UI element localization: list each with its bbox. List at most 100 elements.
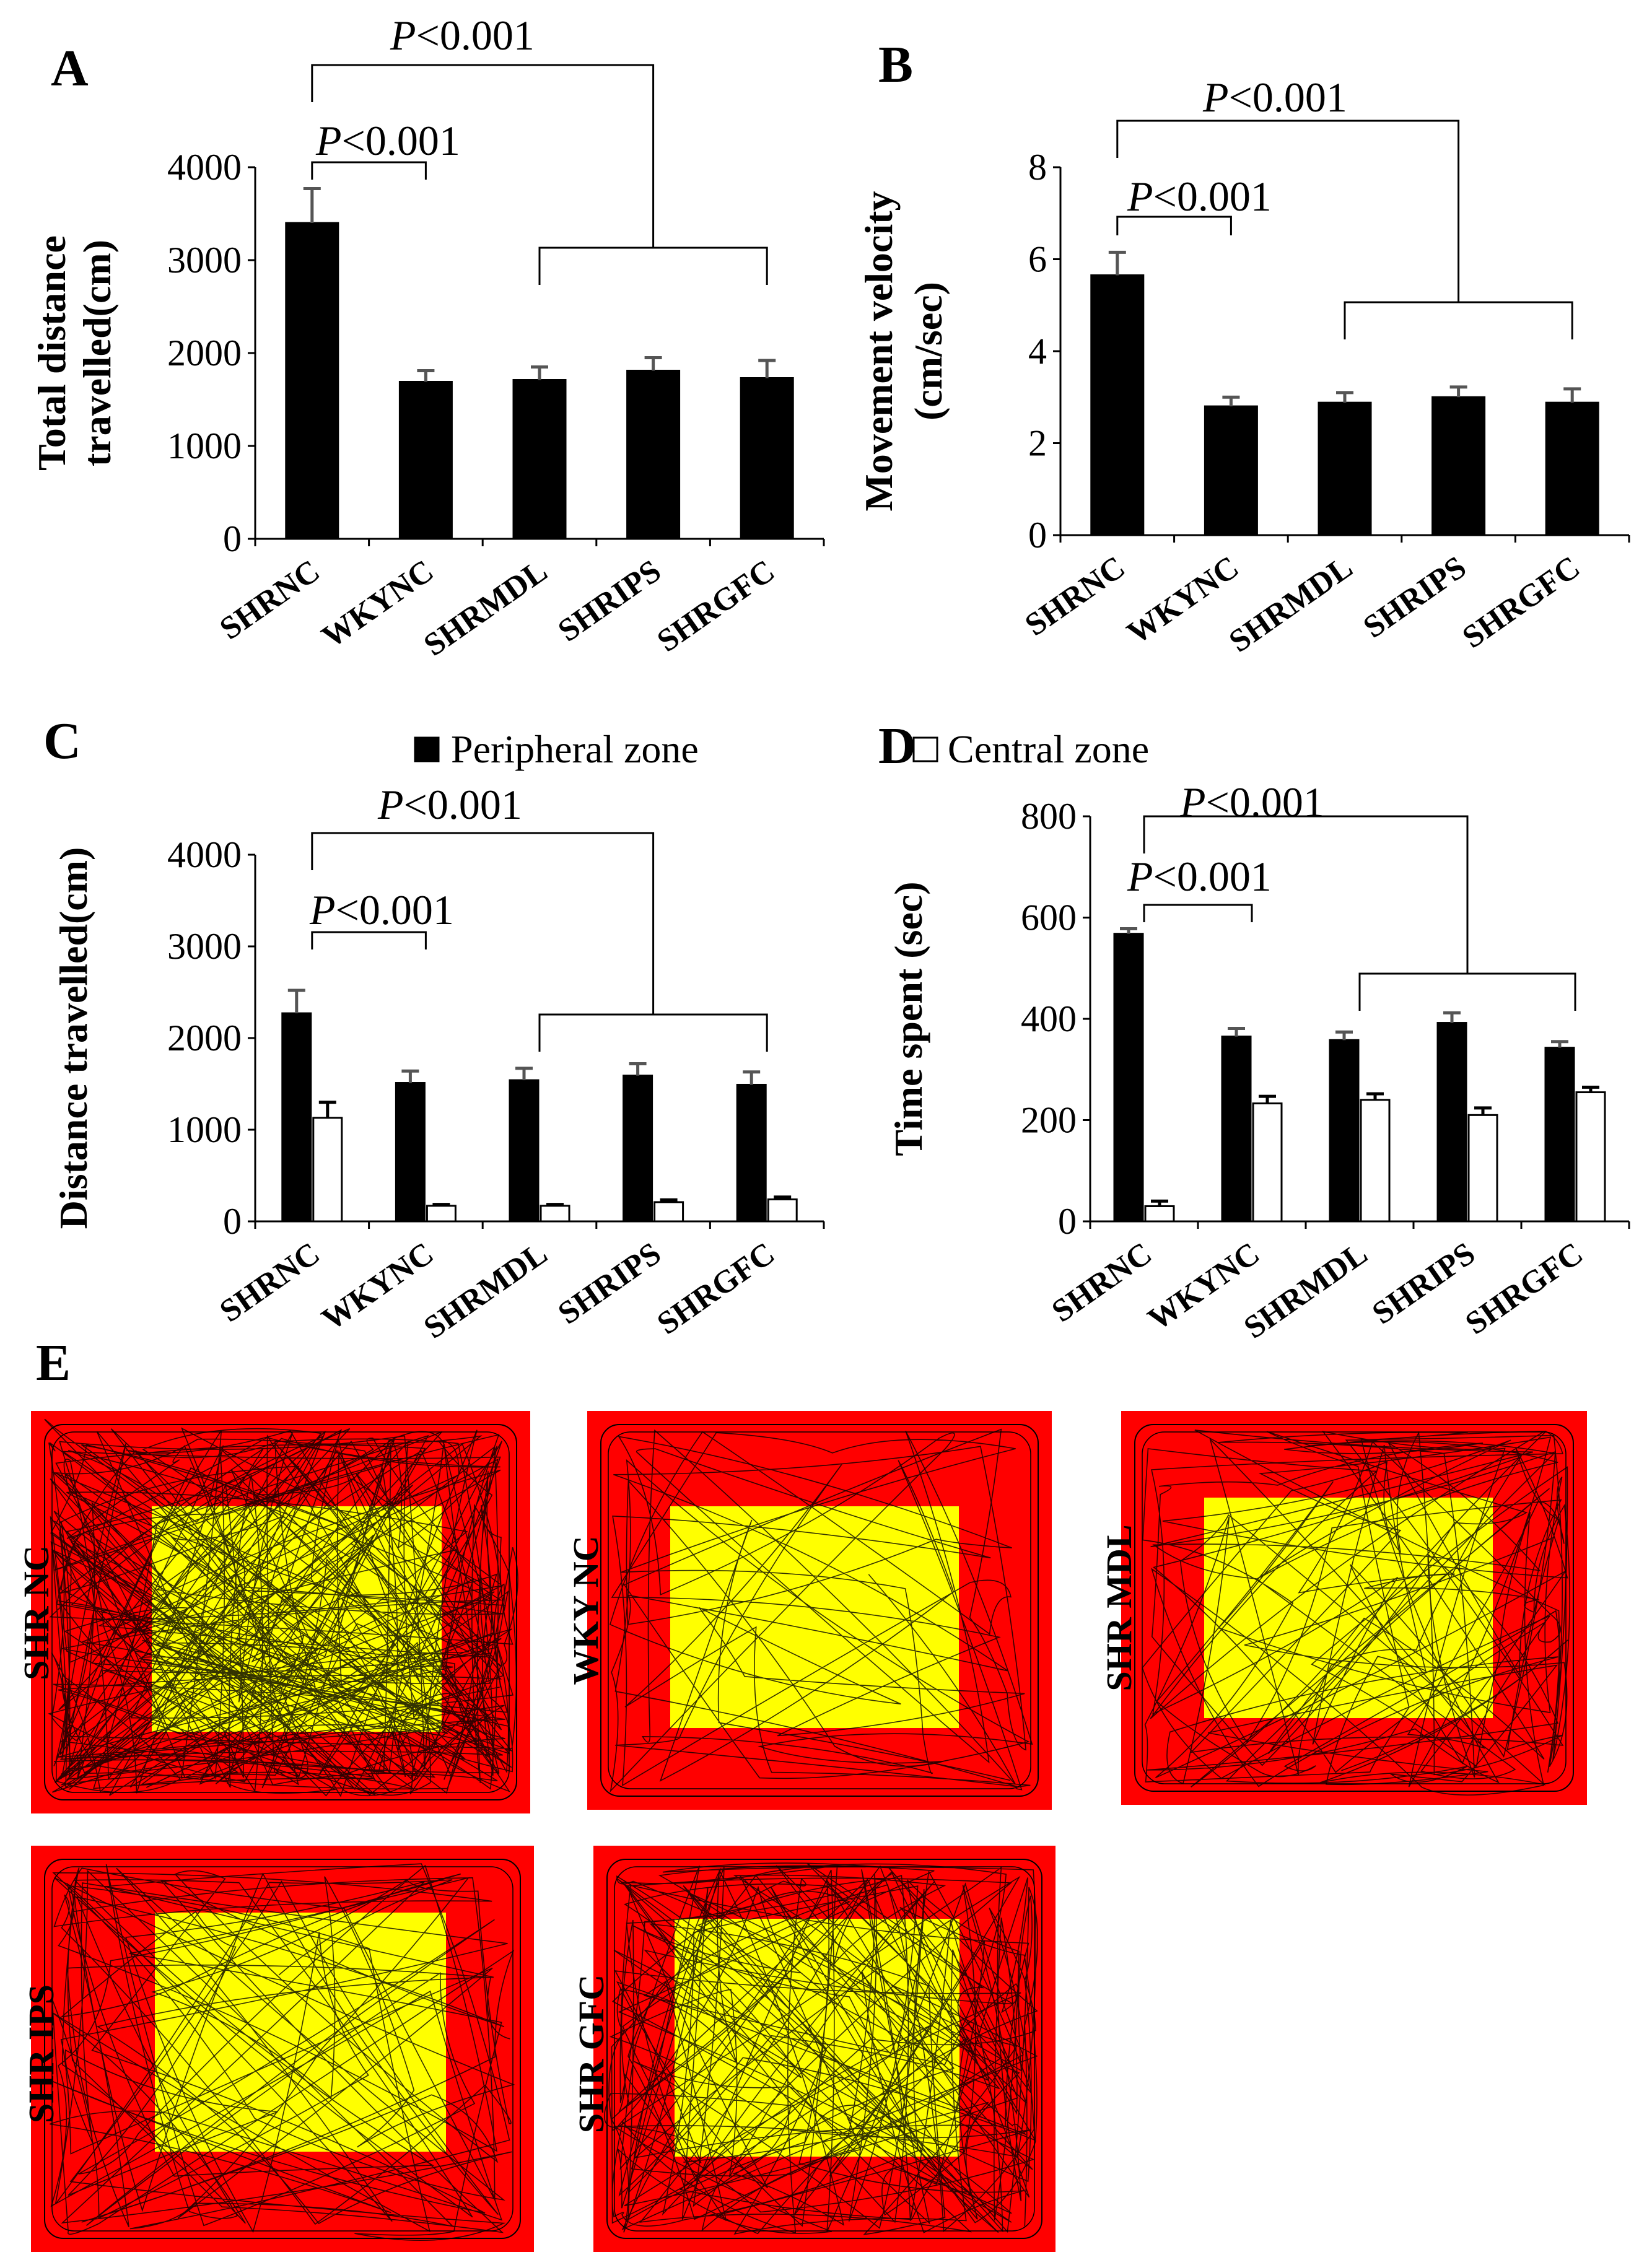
arena-border	[1142, 1431, 1567, 1784]
panel-label-c: C	[43, 712, 81, 770]
y-tick-label: 8	[1028, 147, 1047, 188]
significance-group-bracket	[1344, 301, 1573, 339]
track-group-label: SHR NC	[16, 1545, 56, 1680]
bar	[281, 1012, 312, 1223]
significance-label: P<0.001	[377, 781, 522, 828]
panel-label-a: A	[51, 40, 89, 97]
bar	[1113, 933, 1144, 1223]
significance-label: P<0.001	[1179, 779, 1324, 826]
y-tick-label: 0	[1058, 1201, 1077, 1242]
bar	[653, 1201, 684, 1223]
bar	[1221, 1036, 1252, 1223]
bar	[398, 381, 453, 540]
panel-label-d: D	[878, 717, 916, 775]
y-axis-title: (cm/sec)	[906, 282, 950, 421]
y-tick-label: 3000	[167, 926, 242, 967]
y-tick-label: 4000	[167, 147, 242, 188]
y-axis-title: Distance travelled(cm)	[51, 847, 95, 1229]
bar	[512, 379, 567, 540]
arena-border	[608, 1431, 1031, 1789]
bar	[1329, 1039, 1360, 1223]
significance-group-bracket	[538, 1013, 768, 1052]
bar	[426, 1205, 457, 1223]
y-tick-label: 4	[1028, 331, 1047, 372]
bar	[1360, 1099, 1391, 1223]
significance-label: P<0.001	[309, 886, 454, 933]
legend-label: Peripheral zone	[451, 727, 699, 771]
y-tick-label: 1000	[167, 426, 242, 466]
bar	[740, 377, 794, 540]
track-group-label: SHR GFC	[571, 1975, 611, 2133]
movement-track	[609, 1428, 1033, 1792]
y-tick-label: 600	[1021, 897, 1077, 938]
y-tick-label: 200	[1021, 1100, 1077, 1141]
legend-marker	[414, 736, 440, 762]
track-group-label: SHR IPS	[21, 1984, 61, 2123]
y-tick-label: 2000	[167, 1018, 242, 1058]
y-axis-title: Total distance	[30, 235, 74, 471]
bar	[395, 1082, 426, 1223]
bar	[1436, 1022, 1467, 1223]
significance-group-bracket	[538, 247, 768, 285]
legend-label: Central zone	[948, 727, 1149, 771]
movement-track	[49, 1863, 515, 2241]
bar	[767, 1198, 798, 1223]
bar	[540, 1205, 570, 1223]
significance-label: P<0.001	[390, 12, 535, 59]
significance-bracket	[1116, 216, 1232, 235]
y-tick-label: 2000	[167, 333, 242, 373]
significance-bracket	[1143, 904, 1253, 922]
movement-track	[603, 1862, 1038, 2235]
bar	[623, 1075, 653, 1223]
significance-label: P<0.001	[1127, 853, 1272, 900]
y-tick-label: 2	[1028, 423, 1047, 464]
bar	[1575, 1091, 1606, 1223]
track-group-label: WKY NC	[566, 1535, 606, 1685]
track-group-label: SHR MDL	[1099, 1524, 1139, 1691]
movement-track	[44, 1418, 518, 1797]
significance-group-bracket	[1358, 972, 1576, 1011]
y-axis-title: Time spent (sec)	[886, 881, 930, 1156]
y-axis-title: travelled(cm)	[75, 240, 119, 466]
arena-border	[606, 1859, 1042, 2239]
arena-border	[1134, 1424, 1574, 1792]
y-tick-label: 6	[1028, 239, 1047, 280]
panel-label-b: B	[878, 36, 913, 94]
panel-label-e: E	[36, 1334, 71, 1392]
significance-bracket	[311, 931, 427, 949]
y-tick-label: 0	[223, 1201, 242, 1242]
arena-border	[44, 1859, 521, 2239]
significance-bracket	[311, 832, 655, 1015]
y-tick-label: 4000	[167, 834, 242, 875]
arena-border	[44, 1424, 517, 1800]
bar	[1544, 1047, 1575, 1223]
significance-label: P<0.001	[1127, 173, 1272, 220]
bar	[312, 1117, 343, 1223]
significance-bracket	[1143, 815, 1469, 974]
significance-bracket	[311, 161, 427, 180]
bar	[1204, 405, 1258, 536]
arena-border	[51, 1431, 510, 1793]
legend-marker	[912, 736, 938, 762]
y-tick-label: 400	[1021, 998, 1077, 1039]
y-tick-label: 1000	[167, 1109, 242, 1150]
panel-e-tracks: E SHR NC WKY NC SHR MDL SHR IPS SHR GFC	[16, 1334, 1587, 2252]
bar	[736, 1083, 767, 1223]
bar	[285, 222, 339, 540]
y-tick-label: 3000	[167, 240, 242, 281]
significance-bracket	[311, 64, 655, 248]
bar	[626, 370, 681, 540]
significance-bracket	[1116, 120, 1460, 302]
bar	[509, 1079, 540, 1223]
arena-border	[51, 1866, 514, 2232]
significance-label: P<0.001	[1202, 74, 1347, 121]
bar	[1144, 1205, 1175, 1223]
significance-label: P<0.001	[315, 117, 460, 164]
bar	[1545, 401, 1599, 536]
arena-border	[600, 1424, 1039, 1797]
bar	[1090, 274, 1145, 536]
bar	[1467, 1114, 1498, 1223]
movement-track	[1142, 1429, 1570, 1796]
bar	[1431, 396, 1486, 536]
